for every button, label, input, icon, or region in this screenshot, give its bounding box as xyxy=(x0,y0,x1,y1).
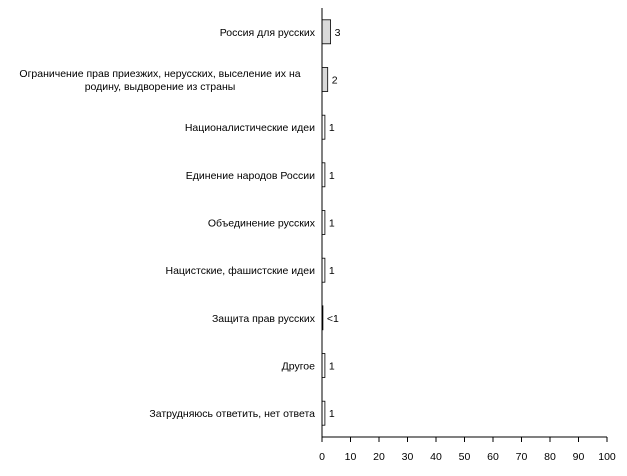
x-tick-label: 30 xyxy=(402,451,414,463)
value-label: 3 xyxy=(335,27,341,39)
value-label: 1 xyxy=(329,170,335,182)
category-label: Затрудняюсь ответить, нет ответа xyxy=(149,408,315,420)
value-label: 1 xyxy=(329,218,335,230)
value-label: 2 xyxy=(332,75,338,87)
x-tick-label: 50 xyxy=(459,451,471,463)
category-labels-layer: 3 Россия для русских 2 Ограничение прав при… xyxy=(19,27,340,420)
value-label: 1 xyxy=(329,408,335,420)
x-axis: 0 10 20 30 40 50 60 70 80 90 100 xyxy=(319,8,616,463)
category-label: Нацистские, фашистские идеи xyxy=(166,265,316,277)
category-label: Объединение русских xyxy=(208,218,316,230)
category-label: Ограничение прав приезжих, нерусских, вы… xyxy=(19,68,300,80)
value-label: 1 xyxy=(329,361,335,373)
category-label: Защита прав русских xyxy=(212,313,316,325)
category-label: Единение народов России xyxy=(186,170,315,182)
category-label: Россия для русских xyxy=(220,27,316,39)
category-label: родину, выдворение из страны xyxy=(85,81,236,93)
value-label: <1 xyxy=(327,313,339,325)
x-tick-label: 20 xyxy=(373,451,385,463)
bar xyxy=(321,67,329,92)
bar xyxy=(321,19,332,45)
x-tick-label: 100 xyxy=(598,451,616,463)
x-tick-label: 70 xyxy=(516,451,528,463)
x-tick-label: 90 xyxy=(573,451,585,463)
x-tick-label: 40 xyxy=(430,451,442,463)
x-tick-label: 10 xyxy=(345,451,357,463)
x-tick-label: 80 xyxy=(544,451,556,463)
x-tick-label: 60 xyxy=(487,451,499,463)
x-tick-label: 0 xyxy=(319,451,325,463)
value-label: 1 xyxy=(329,122,335,134)
category-label: Другое xyxy=(282,361,316,373)
value-label: 1 xyxy=(329,265,335,277)
category-label: Националистические идеи xyxy=(185,122,315,134)
